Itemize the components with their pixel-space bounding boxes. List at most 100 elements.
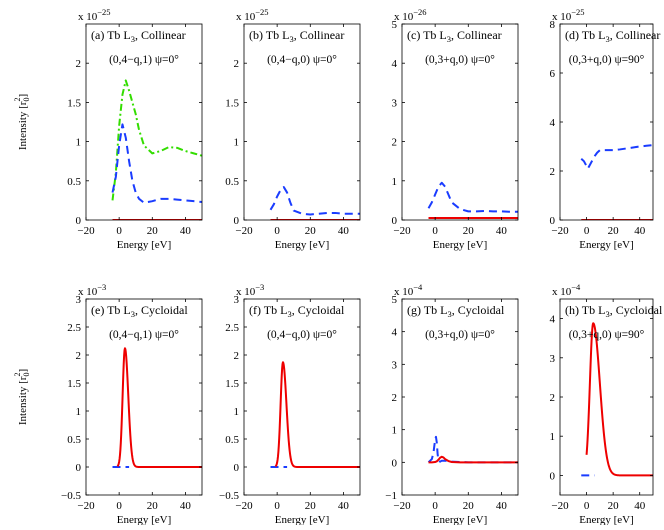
y-tick-label: 3 [392, 359, 398, 371]
title-subscript: 3 [131, 34, 135, 44]
y-tick-label: 4 [392, 58, 398, 70]
y-tick-label: 3 [392, 97, 398, 109]
y-tick-label: 1.5 [225, 97, 239, 109]
ylabel-text: Intensity [r [17, 101, 29, 150]
y-tick-label: 2.5 [67, 322, 81, 334]
title-text-rest: , Cycloidal [452, 303, 505, 317]
title-subscript: 3 [605, 34, 609, 44]
y-tick-label: 2 [392, 137, 398, 149]
y-tick-label: 1.5 [225, 378, 239, 390]
x-tick-label: 40 [180, 500, 192, 512]
panel-title: (b) Tb L3, Collinear [249, 28, 344, 44]
exponent-label: x 10−4 [552, 282, 581, 298]
x-tick-label: 40 [338, 225, 350, 237]
exponent-power: −4 [413, 282, 423, 292]
x-tick-label: 40 [180, 225, 192, 237]
blue-dashed-line [427, 435, 518, 464]
y-tick-label: 3 [550, 353, 556, 365]
x-tick-label: 20 [305, 225, 317, 237]
y-tick-label: −0.5 [219, 490, 239, 502]
y-tick-label: 0.5 [67, 434, 81, 446]
x-tick-label: 0 [116, 500, 122, 512]
y-tick-label: 3 [234, 294, 240, 306]
y-tick-label: 1 [234, 137, 240, 149]
y-tick-label: 2 [550, 392, 556, 404]
title-subscript: 3 [131, 309, 135, 319]
title-text: (b) Tb L [249, 28, 289, 42]
blue-dashed-line [269, 186, 360, 216]
x-axis-label: Energy [eV] [433, 239, 487, 251]
y-tick-label: 2 [234, 58, 240, 70]
x-tick-label: 0 [584, 225, 590, 237]
exponent-label: x 10−25 [552, 7, 585, 23]
panel-title: (e) Tb L3, Cycloidal [91, 303, 188, 319]
y-tick-label: 0.5 [225, 434, 239, 446]
ylabel-text: Intensity [r [17, 376, 29, 425]
x-tick-label: −20 [235, 500, 253, 512]
y-tick-label: 0 [76, 462, 82, 474]
axes-frame [243, 298, 361, 496]
title-text: (h) Tb L [565, 303, 605, 317]
x-axis-label: Energy [eV] [117, 239, 171, 251]
y-tick-label: 1 [76, 406, 82, 418]
exponent-power: −25 [97, 7, 110, 17]
title-subscript: 3 [605, 309, 609, 319]
title-text-rest: , Cycloidal [135, 303, 188, 317]
panel-title: (g) Tb L3, Cycloidal [407, 303, 505, 319]
y-tick-label: 5 [392, 294, 398, 306]
panel-title: (h) Tb L3, Cycloidal [565, 303, 663, 319]
x-tick-label: 20 [463, 225, 475, 237]
exponent-label: x 10−25 [78, 7, 111, 23]
title-text: (g) Tb L [407, 303, 447, 317]
axes-frame [243, 23, 361, 221]
green-dashdot-line [111, 79, 202, 201]
panel-title: (f) Tb L3, Cycloidal [249, 303, 345, 319]
panel-e: −20 0 20 40−0.500.511.522.53x 10−3(e) Tb L3… [13, 282, 203, 526]
title-text-rest: , Collinear [294, 28, 345, 42]
ylabel-end: ] [17, 369, 29, 373]
series-group [270, 361, 360, 468]
axes-frame [401, 23, 519, 221]
exponent-label: x 10−26 [394, 7, 427, 23]
y-tick-label: 2.5 [225, 322, 239, 334]
panel-subtitle: (0,3+q,0) ψ=90° [569, 329, 645, 341]
x-tick-label: 20 [147, 500, 159, 512]
x-axis-label: Energy [eV] [117, 514, 171, 525]
x-tick-label: 0 [274, 225, 280, 237]
y-tick-label: 1 [392, 176, 398, 188]
y-tick-label: 4 [392, 327, 398, 339]
title-text: (f) Tb L [249, 303, 287, 317]
y-tick-label: 2 [76, 350, 82, 362]
y-tick-label: 4 [550, 117, 556, 129]
x-tick-label: 20 [305, 500, 317, 512]
x-tick-label: 40 [634, 500, 646, 512]
title-subscript: 3 [447, 34, 451, 44]
panel-subtitle: (0,3+q,0) ψ=0° [425, 329, 495, 341]
series-group [580, 144, 653, 220]
series-group [427, 435, 518, 464]
x-tick-label: −20 [551, 225, 569, 237]
x-tick-label: 40 [496, 225, 508, 237]
exponent-power: −25 [255, 7, 268, 17]
exponent-power: −26 [413, 7, 426, 17]
x-axis-label: Energy [eV] [433, 514, 487, 525]
title-text-rest: , Collinear [610, 28, 661, 42]
x-tick-label: 20 [463, 500, 475, 512]
title-subscript: 3 [447, 309, 451, 319]
series-group [111, 79, 202, 220]
series-group [427, 181, 518, 220]
y-tick-label: 0 [234, 462, 240, 474]
title-text-rest: , Collinear [135, 28, 186, 42]
y-tick-label: 0.5 [225, 176, 239, 188]
axes-frame [85, 298, 203, 496]
title-text: (a) Tb L [91, 28, 131, 42]
x-tick-label: 0 [432, 225, 438, 237]
x-tick-label: −20 [235, 225, 253, 237]
x-tick-label: 0 [274, 500, 280, 512]
x-tick-label: −20 [551, 500, 569, 512]
x-tick-label: −20 [393, 500, 411, 512]
title-text-rest: , Cycloidal [292, 303, 345, 317]
